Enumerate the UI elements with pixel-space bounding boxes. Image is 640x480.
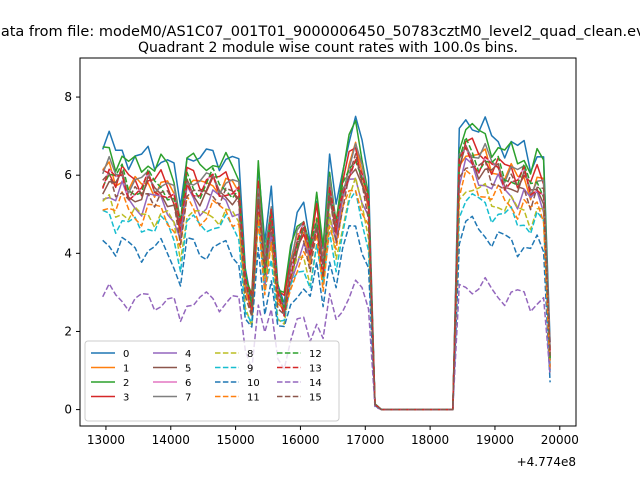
y-tick-label: 0 (64, 403, 72, 417)
y-tick-label: 4 (64, 246, 72, 260)
y-tick-label: 8 (64, 90, 72, 104)
legend-label-9: 9 (247, 364, 253, 375)
legend-box (84, 340, 340, 422)
series-line-15 (102, 153, 551, 411)
y-axis: 0 2 4 6 8 (64, 90, 80, 417)
legend-label-6: 6 (185, 378, 191, 389)
series-line-14 (102, 276, 551, 411)
legend-label-11: 11 (247, 393, 260, 404)
legend-label-1: 1 (123, 364, 129, 375)
x-tick-label: 14000 (152, 433, 190, 447)
x-tick-label: 13000 (87, 433, 125, 447)
chart-title: Quadrant 2 module wise count rates with … (138, 40, 518, 56)
series-line-8 (102, 176, 551, 411)
legend-label-14: 14 (309, 378, 322, 389)
x-axis: 13000 14000 15000 16000 17000 18000 19000 20000 (87, 426, 579, 447)
legend-label-7: 7 (185, 393, 191, 404)
series-line-10 (102, 215, 551, 411)
y-tick-label: 6 (64, 168, 72, 182)
axes-frame (79, 57, 577, 427)
x-tick-label: 16000 (281, 433, 319, 447)
legend-label-15: 15 (309, 393, 322, 404)
legend-label-4: 4 (185, 349, 191, 360)
series-line-11 (102, 169, 551, 411)
legend-label-5: 5 (185, 364, 191, 375)
legend-label-0: 0 (123, 349, 129, 360)
legend-label-8: 8 (247, 349, 253, 360)
plot-area (101, 115, 551, 411)
x-tick-label: 15000 (217, 433, 255, 447)
legend-label-13: 13 (309, 364, 322, 375)
legend-label-12: 12 (309, 349, 322, 360)
y-tick-label: 2 (64, 324, 72, 338)
x-tick-label: 18000 (411, 433, 449, 447)
x-offset-label: +4.774e8 (517, 455, 576, 469)
legend-label-10: 10 (247, 378, 260, 389)
x-tick-label: 20000 (541, 433, 579, 447)
legend-label-2: 2 (123, 378, 129, 389)
legend-label-3: 3 (123, 393, 129, 404)
x-tick-label: 19000 (476, 433, 514, 447)
figure-suptitle: Data from file: modeM0/AS1C07_001T01_900… (0, 24, 640, 40)
x-tick-label: 17000 (346, 433, 384, 447)
